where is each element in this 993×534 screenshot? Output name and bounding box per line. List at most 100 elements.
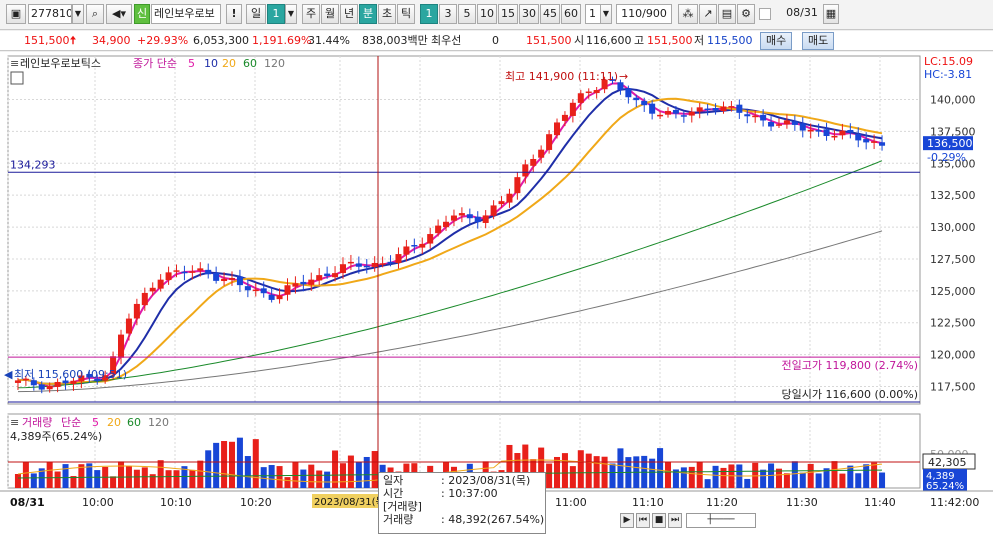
interval-30[interactable]: 30 [519,4,539,24]
last-icon[interactable]: ⏭ [668,513,682,528]
volume-bar [538,447,545,488]
candle [70,380,77,384]
candle [863,139,870,143]
period-day-button[interactable]: 일 [246,4,266,24]
count-field[interactable]: 110/900 [616,4,672,24]
candle [62,380,69,384]
ma120-line [17,230,883,393]
volume-bar [760,469,767,488]
calendar-icon[interactable]: ▦ [823,4,839,24]
interval-60[interactable]: 60 [561,4,581,24]
volume-ma-period: 120 [148,416,169,429]
volume-bar [522,444,529,488]
tab-tick[interactable]: 틱 [397,4,415,24]
candle [228,277,236,280]
candle [300,281,307,285]
code-dropdown-icon[interactable]: ▼ [72,4,84,24]
tab-week[interactable]: 주 [302,4,320,24]
interval-45[interactable]: 45 [540,4,560,24]
volume-bar [514,453,521,488]
tab-minute[interactable]: 분 [359,4,377,24]
volume-bar [680,467,687,488]
candle [490,205,497,216]
tooltip-row: [거래량] [383,500,422,513]
code-input[interactable]: 277810 [28,4,72,24]
draw-icon[interactable]: ↗ [699,4,717,24]
candle [458,213,465,216]
priority-value: 0 [492,34,499,47]
interval-5[interactable]: 5 [458,4,476,24]
volume-bar [308,464,315,488]
period-dropdown-icon[interactable]: ▼ [285,4,297,24]
alert-button[interactable]: ! [226,4,242,24]
candle [530,158,537,166]
settings-gear-icon[interactable]: ⚙ [737,4,755,24]
candle [435,225,442,234]
time-tick-label: 11:10 [632,496,664,509]
play-icon[interactable]: ▶ [620,513,634,528]
time-tick-label: 11:30 [786,496,818,509]
volume-bar [720,467,727,488]
window-icon[interactable]: ▣ [6,4,26,24]
volume-bar [704,479,711,488]
sell-button[interactable]: 매도 [802,32,835,50]
buy-button[interactable]: 매수 [760,32,793,50]
volume-bar [561,453,568,488]
candle [102,375,109,381]
low-label: 저 [694,34,705,47]
candle [585,91,592,94]
candle [696,107,703,112]
volume-bar [696,461,703,488]
low-marker-label: 최저 115,600 (09:51) [14,368,127,381]
interval-10[interactable]: 10 [477,4,497,24]
sound-icon[interactable]: ◀▾ [106,4,132,24]
current-price-badge-label: 136,500 [927,137,973,150]
volume-bar [617,448,624,488]
candlestick-chart[interactable]: 140,000 137,500 135,000 132,500 130,000 127,5… [0,52,993,534]
candle [506,193,513,203]
tab-year[interactable]: 년 [340,4,358,24]
candle [593,90,600,94]
price-tick-label: 125,000 [930,285,976,298]
crosshair-tooltip: 일자: 2023/08/31(목) 시간: 10:37:00 [거래량] 거래량… [378,472,546,534]
candle [680,115,687,117]
interval-3[interactable]: 3 [439,4,457,24]
indicator-icon[interactable]: ⁂ [678,4,698,24]
candle [110,356,117,375]
save-icon[interactable]: ▤ [718,4,736,24]
candle [514,177,521,194]
volume-bar [593,456,600,488]
current-price: 151,500 [24,34,70,47]
chart-area[interactable]: 140,000 137,500 135,000 132,500 130,000 127,5… [0,52,993,534]
search-icon[interactable]: ⌕ [86,4,104,24]
tab-second[interactable]: 초 [378,4,396,24]
first-icon[interactable]: ⏮ [636,513,650,528]
candle [847,129,854,133]
lc-label: LC:15.09 [924,55,973,68]
candle [744,114,751,117]
hc-label: HC:-3.81 [924,68,972,81]
volume-bar [228,441,236,488]
volume-bar [577,450,584,488]
volume-ma20-line [17,459,883,483]
tab-month[interactable]: 월 [321,4,339,24]
date-field[interactable]: 08/31 [786,6,818,19]
interval-dropdown-icon[interactable]: ▼ [600,4,612,24]
period-num-field[interactable]: 1 [267,4,285,24]
date-checkbox[interactable] [759,8,771,20]
candle [260,288,267,294]
zoom-slider[interactable]: ┼──── [686,513,756,528]
candle [633,97,640,101]
interval-1[interactable]: 1 [420,4,438,24]
volume-bar [347,455,354,488]
candle [181,271,188,274]
stop-icon[interactable]: ■ [652,513,666,528]
candle [561,114,568,121]
price-tick-label: 140,000 [930,94,976,107]
high-arrow-icon: → [619,70,628,83]
interval-15[interactable]: 15 [498,4,518,24]
price-tick-label: 117,500 [930,381,976,394]
candle [276,295,283,300]
grid-toggle-icon[interactable] [10,71,24,85]
candle [347,261,354,264]
